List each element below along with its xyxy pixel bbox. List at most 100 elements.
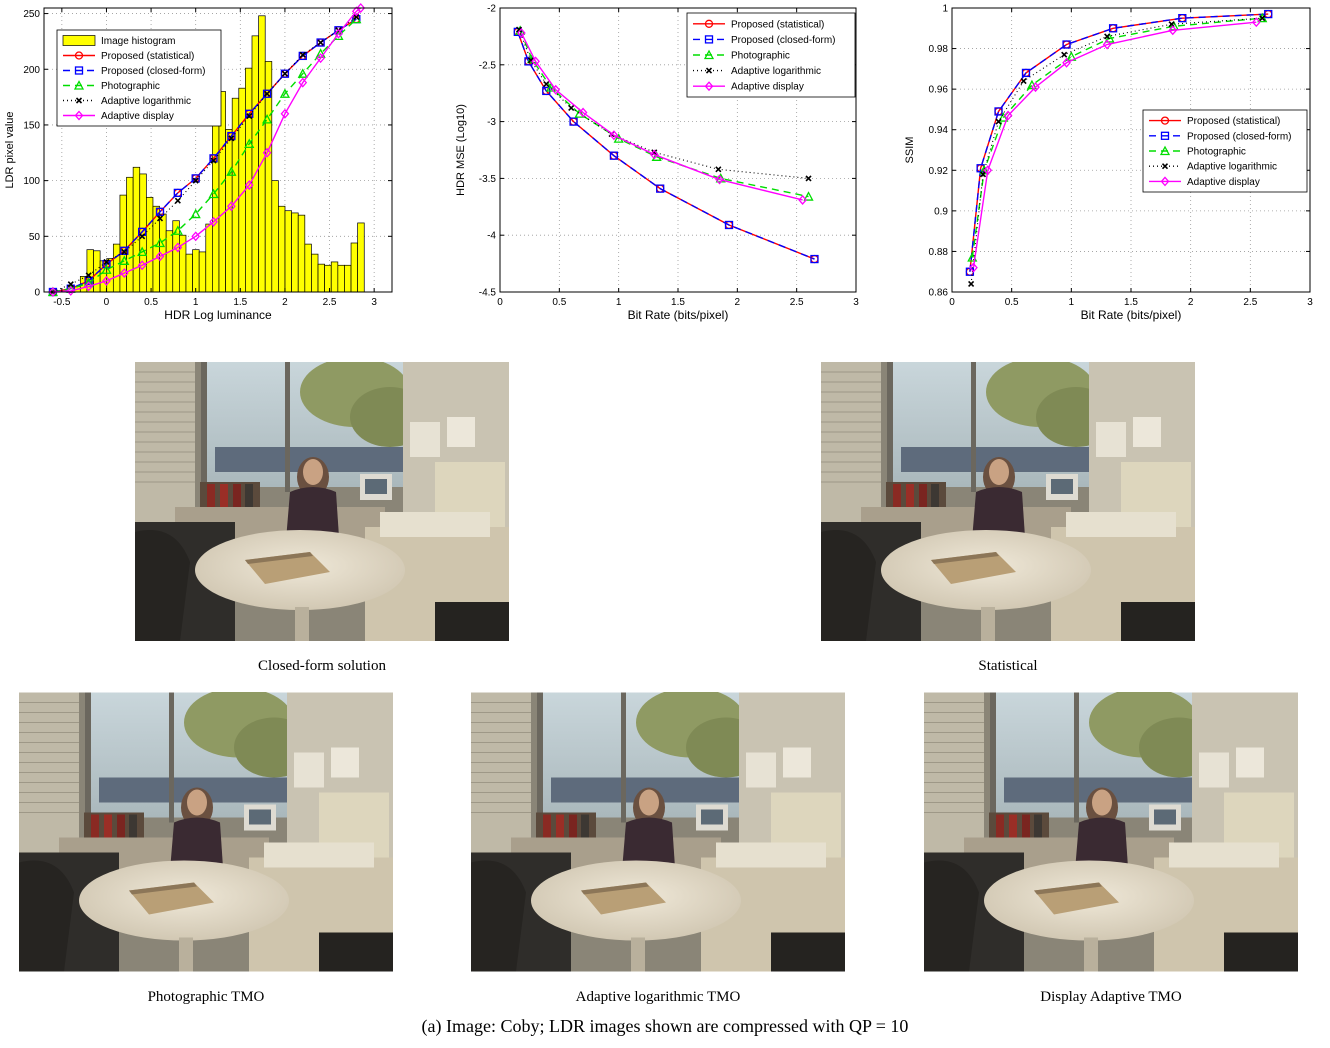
y-tick-label: -2 — [487, 4, 496, 15]
data-point — [227, 131, 236, 141]
x-tick-label: 1 — [193, 297, 199, 308]
series-line — [52, 16, 357, 293]
histogram-bar — [311, 253, 319, 293]
histogram-bar — [304, 243, 312, 293]
data-point — [102, 260, 111, 269]
histogram-bar — [112, 243, 121, 293]
data-point — [172, 225, 183, 235]
data-point — [356, 3, 366, 13]
legend-item: Photographic — [693, 49, 790, 62]
data-point — [353, 13, 360, 20]
legend-label: Proposed (statistical) — [101, 51, 194, 62]
data-point — [1259, 15, 1266, 22]
legend-item: Adaptive logarithmic — [63, 96, 191, 107]
histogram-bar — [291, 212, 299, 293]
data-point — [1062, 57, 1071, 68]
histogram — [73, 15, 365, 293]
histogram-bar — [344, 264, 352, 293]
legend-label: Proposed (closed-form) — [1187, 131, 1291, 142]
data-point — [316, 38, 325, 47]
data-point — [156, 215, 164, 222]
legend-label: Adaptive display — [101, 111, 174, 122]
y-tick-label: 0 — [34, 288, 40, 299]
data-point — [119, 268, 129, 279]
x-tick-label: 2 — [282, 297, 288, 308]
data-point — [1178, 13, 1187, 23]
histogram-bar — [165, 230, 174, 293]
x-tick-label: 0 — [104, 297, 110, 308]
data-point — [568, 104, 575, 112]
data-point — [1031, 82, 1040, 93]
series-adaptive-display — [48, 3, 366, 297]
data-point — [1021, 68, 1031, 78]
adaptive-log-photo — [471, 692, 845, 972]
x-tick-label: 0 — [497, 297, 503, 308]
x-axis-label: Bit Rate (bits/pixel) — [1081, 308, 1182, 322]
legend-item: Adaptive logarithmic — [1149, 162, 1277, 173]
series-adaptive-display — [969, 17, 1261, 273]
x-tick-label: 1.5 — [671, 297, 685, 308]
x-tick-label: 3 — [853, 297, 859, 308]
data-point — [979, 171, 987, 178]
x-tick-label: -0.5 — [53, 297, 71, 308]
x-tick-label: 2.5 — [790, 297, 804, 308]
y-tick-label: -4.5 — [479, 288, 497, 299]
data-point — [48, 287, 58, 297]
series-line — [969, 13, 1269, 272]
photographic-caption: Photographic TMO — [147, 989, 265, 1005]
y-tick-label: -3.5 — [479, 174, 497, 185]
x-tick-label: 2.5 — [323, 297, 337, 308]
legend-item: Photographic — [63, 80, 160, 92]
data-point — [1257, 12, 1268, 23]
x-tick-label: 2 — [1188, 297, 1194, 308]
legend-marker — [705, 67, 713, 74]
data-point — [805, 175, 812, 182]
series-adaptive-display — [516, 28, 807, 205]
data-point — [174, 197, 181, 204]
data-point — [155, 251, 165, 262]
legend-label: Adaptive logarithmic — [731, 66, 821, 77]
legend-item: Adaptive display — [63, 110, 174, 122]
data-point — [191, 231, 201, 242]
y-tick-label: -2.5 — [479, 60, 497, 71]
data-point — [994, 107, 1003, 116]
data-point — [66, 285, 76, 296]
data-point — [67, 281, 74, 288]
y-tick-label: 100 — [23, 176, 40, 187]
legend-label: Photographic — [1187, 147, 1246, 158]
data-point — [1102, 39, 1112, 50]
histogram-bar — [126, 176, 134, 293]
legend-label: Proposed (closed-form) — [101, 66, 205, 77]
data-point — [121, 248, 128, 255]
data-point — [154, 237, 166, 248]
data-point — [803, 191, 814, 201]
legend-marker — [1160, 176, 1170, 187]
legend-swatch — [62, 35, 96, 46]
legend: Proposed (statistical) Proposed (closed-f… — [1142, 109, 1308, 193]
data-point — [578, 107, 588, 118]
data-point — [101, 264, 112, 274]
closed-form-caption: Closed-form solution — [258, 658, 386, 674]
y-tick-label: 0.86 — [929, 288, 949, 299]
data-point — [1264, 9, 1273, 19]
data-point — [810, 254, 819, 264]
data-point — [280, 69, 290, 78]
histogram-bar — [185, 253, 193, 293]
data-point — [1062, 40, 1071, 49]
histogram-bar — [198, 251, 207, 293]
x-tick-label: 0.5 — [144, 297, 158, 308]
legend-item: Proposed (statistical) — [63, 51, 194, 62]
data-point — [279, 88, 291, 98]
histogram-bar — [357, 222, 365, 293]
legend: Proposed (statistical) Proposed (closed-f… — [686, 12, 856, 98]
data-point — [209, 154, 218, 163]
histogram-bar — [278, 205, 286, 293]
x-tick-label: 1.5 — [1124, 297, 1138, 308]
histogram-bar — [337, 264, 345, 293]
legend-label: Image histogram — [101, 36, 175, 47]
data-point — [1003, 110, 1013, 121]
histogram-bar — [271, 180, 279, 293]
histogram-bar — [297, 214, 306, 293]
legend-item: Adaptive display — [693, 81, 804, 93]
data-point — [262, 147, 272, 158]
